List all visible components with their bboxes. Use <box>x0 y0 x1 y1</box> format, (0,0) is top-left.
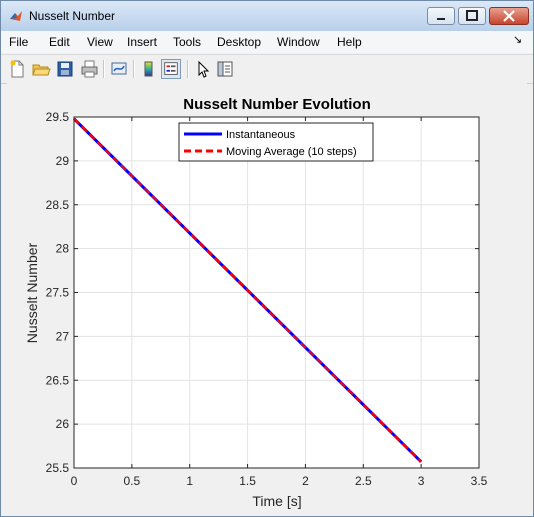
x-tick-label: 2.5 <box>355 474 372 488</box>
menu-tools[interactable]: Tools <box>173 35 202 49</box>
menu-file[interactable]: File <box>9 35 29 49</box>
chart: 0 0.5 1 1.5 2 2.5 3 3.5 25.5 26 26.5 27 27.5 28 28.5 29… <box>24 96 488 509</box>
close-icon <box>503 10 515 22</box>
legend-icon[interactable] <box>161 59 181 79</box>
y-axis-label: Nusselt Number <box>24 242 40 343</box>
x-tick-label: 0 <box>71 474 78 488</box>
minimize-icon <box>437 18 445 20</box>
y-tick-label: 29.5 <box>46 110 70 124</box>
legend-label-instantaneous: Instantaneous <box>226 129 296 141</box>
series-lines <box>72 117 423 463</box>
title-bar[interactable]: Nusselt Number <box>1 1 533 31</box>
x-tick-label: 1 <box>186 474 193 488</box>
x-tick-label: 1.5 <box>239 474 256 488</box>
x-tick-label: 3.5 <box>471 474 488 488</box>
figure-toolbar <box>1 54 533 84</box>
chart-title: Nusselt Number Evolution <box>183 96 371 113</box>
minimize-button[interactable] <box>427 7 455 25</box>
y-tick-label: 29 <box>56 154 70 168</box>
x-axis-label: Time [s] <box>252 493 301 509</box>
toolbar-separator <box>187 60 189 78</box>
matlab-icon <box>10 11 22 21</box>
x-tick-label: 2 <box>302 474 309 488</box>
property-editor-icon[interactable] <box>215 59 235 79</box>
menu-insert[interactable]: Insert <box>127 35 158 49</box>
legend[interactable]: Instantaneous Moving Average (10 steps) <box>178 122 374 162</box>
menu-window[interactable]: Window <box>277 35 320 49</box>
window-title: Nusselt Number <box>29 9 116 23</box>
x-tick-label: 0.5 <box>124 474 141 488</box>
menu-view[interactable]: View <box>87 35 113 49</box>
maximize-button[interactable] <box>458 7 486 25</box>
axis-ticks: 0 0.5 1 1.5 2 2.5 3 3.5 25.5 26 26.5 27 27.5 28 28.5 29… <box>46 110 488 488</box>
y-tick-label: 26.5 <box>46 373 70 387</box>
y-tick-label: 27.5 <box>46 286 70 300</box>
menu-edit[interactable]: Edit <box>49 35 70 49</box>
dock-arrow-icon[interactable]: ↘ <box>513 34 523 46</box>
maximize-icon <box>466 10 478 21</box>
link-plot-icon[interactable] <box>109 59 129 79</box>
legend-label-moving-average: Moving Average (10 steps) <box>226 146 357 158</box>
close-button[interactable] <box>489 7 529 25</box>
figure-canvas: 0 0.5 1 1.5 2 2.5 3 3.5 25.5 26 26.5 27 27.5 28 28.5 29… <box>7 83 527 511</box>
y-tick-label: 25.5 <box>46 461 70 475</box>
menu-help[interactable]: Help <box>337 35 362 49</box>
legend-box <box>178 122 374 162</box>
y-tick-label: 28 <box>56 242 70 256</box>
save-icon[interactable] <box>55 59 75 79</box>
y-tick-label: 26 <box>56 417 70 431</box>
new-figure-icon[interactable] <box>7 59 27 79</box>
toolbar-separator <box>103 60 105 78</box>
print-icon[interactable] <box>79 59 99 79</box>
colorbar-icon[interactable] <box>139 59 159 79</box>
pointer-icon[interactable] <box>193 59 213 79</box>
x-tick-label: 3 <box>418 474 425 488</box>
menu-desktop[interactable]: Desktop <box>217 35 262 49</box>
y-tick-label: 27 <box>56 329 70 343</box>
y-tick-label: 28.5 <box>46 198 70 212</box>
toolbar-separator <box>133 60 135 78</box>
menu-bar: File Edit View Insert Tools Desktop Wind… <box>1 31 533 53</box>
open-file-icon[interactable] <box>31 59 51 79</box>
series-line-moving-average <box>73 117 422 463</box>
